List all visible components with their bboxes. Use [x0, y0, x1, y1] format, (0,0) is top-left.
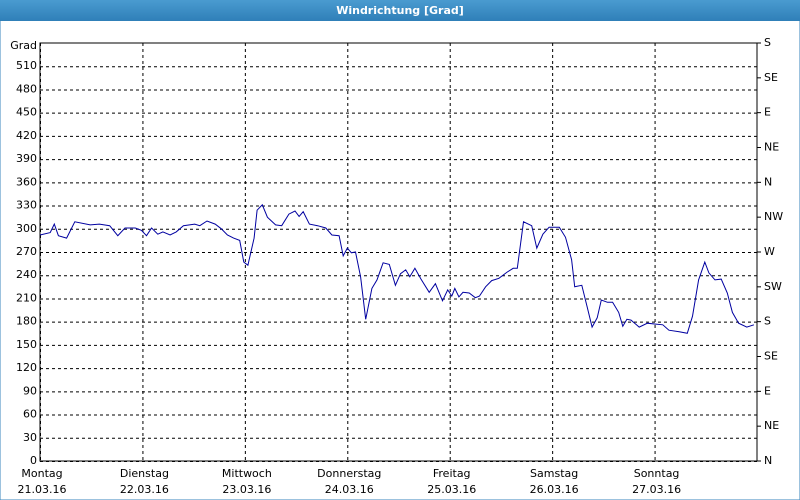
y2-tick-label: SW	[764, 280, 782, 293]
y-tick-label: 420	[16, 129, 37, 142]
x-tick-label: Samstag	[530, 467, 578, 480]
y-tick-label: 150	[16, 338, 37, 351]
x-tick-date: 25.03.16	[427, 483, 476, 496]
x-tick-label: Mittwoch	[222, 467, 272, 480]
y-tick-label: 390	[16, 152, 37, 165]
y-tick-label: 360	[16, 175, 37, 188]
y-tick-label: 480	[16, 82, 37, 95]
y-tick-label: 120	[16, 361, 37, 374]
y2-tick-label: NW	[764, 210, 783, 223]
y2-tick-label: S	[764, 36, 771, 49]
y-tick-label: 0	[30, 454, 37, 467]
y-tick-label: 270	[16, 245, 37, 258]
x-tick-label: Donnerstag	[317, 467, 381, 480]
y2-tick-label: N	[764, 454, 772, 467]
y2-tick-label: SE	[764, 71, 778, 84]
data-line	[39, 203, 755, 334]
y-tick-label: 450	[16, 106, 37, 119]
y2-tick-label: S	[764, 315, 771, 328]
title-bar	[0, 0, 800, 21]
x-tick-date: 23.03.16	[222, 483, 271, 496]
y2-tick-label: NE	[764, 141, 779, 154]
y-tick-label: 510	[16, 59, 37, 72]
y2-tick-label: E	[764, 384, 771, 397]
x-tick-date: 22.03.16	[120, 483, 169, 496]
y-tick-label: 30	[23, 431, 37, 444]
x-tick-label: Sonntag	[634, 467, 680, 480]
chart-title: Windrichtung [Grad]	[336, 4, 464, 17]
y2-tick-label: NE	[764, 419, 779, 432]
y-tick-label: 180	[16, 315, 37, 328]
x-tick-date: 27.03.16	[632, 483, 681, 496]
x-tick-date: 21.03.16	[18, 483, 67, 496]
y-axis-label: Grad	[10, 39, 37, 52]
y2-tick-label: W	[764, 245, 775, 258]
x-tick-date: 24.03.16	[325, 483, 374, 496]
x-tick-label: Dienstag	[120, 467, 169, 480]
y-tick-label: 60	[23, 408, 37, 421]
y2-tick-label: E	[764, 106, 771, 119]
y-tick-label: 90	[23, 384, 37, 397]
y2-tick-label: SE	[764, 350, 778, 363]
y-tick-label: 210	[16, 291, 37, 304]
y-tick-label: 240	[16, 268, 37, 281]
y-tick-label: 330	[16, 199, 37, 212]
y2-tick-label: N	[764, 175, 772, 188]
x-tick-label: Montag	[21, 467, 62, 480]
x-tick-label: Freitag	[433, 467, 471, 480]
x-tick-date: 26.03.16	[530, 483, 579, 496]
y-tick-label: 300	[16, 222, 37, 235]
